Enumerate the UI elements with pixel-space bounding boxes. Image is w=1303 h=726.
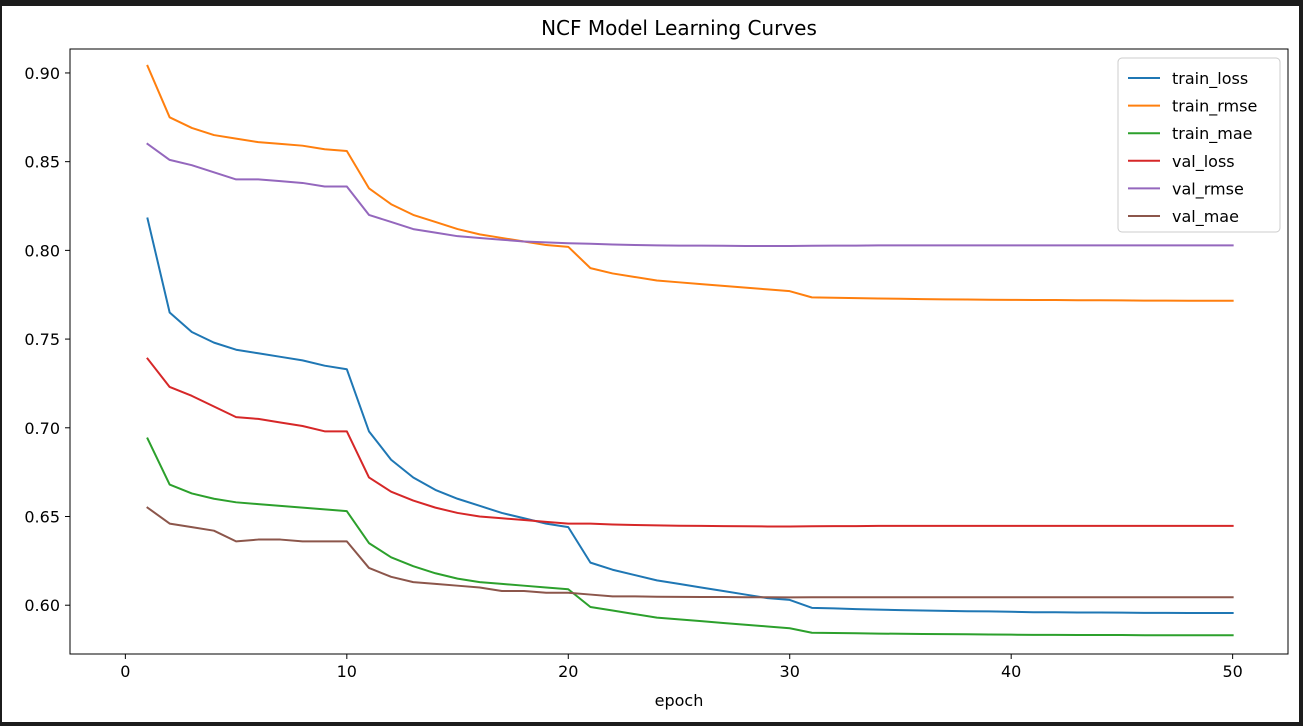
y-tick-label: 0.85 (24, 153, 60, 172)
x-tick-label: 50 (1222, 662, 1242, 681)
learning-curves-chart: NCF Model Learning Curves 0 10 20 30 40 50 0.… (24, 16, 1289, 710)
legend-label-train_loss: train_loss (1172, 69, 1248, 89)
series-line-train_rmse (146, 64, 1234, 302)
x-tick-label: 20 (558, 662, 578, 681)
y-tick-label: 0.75 (24, 330, 60, 349)
y-tick-label: 0.70 (24, 419, 60, 438)
y-tick-label: 0.60 (24, 596, 60, 615)
x-axis-label: epoch (655, 691, 704, 710)
figure-canvas: NCF Model Learning Curves 0 10 20 30 40 50 0.… (2, 6, 1299, 722)
y-tick-label: 0.90 (24, 64, 60, 83)
x-tick-label: 40 (1001, 662, 1021, 681)
legend-label-val_loss: val_loss (1172, 152, 1235, 172)
legend: train_loss train_rmse train_mae val_lossval… (1117, 57, 1281, 233)
series-line-val_mae (146, 506, 1234, 599)
series-line-val_rmse (146, 142, 1234, 247)
legend-label-val_mae: val_mae (1172, 207, 1239, 227)
x-tick-label: 0 (120, 662, 130, 681)
x-tick-label: 30 (780, 662, 800, 681)
plot-area-frame (69, 48, 1289, 655)
y-tick-label: 0.80 (24, 241, 60, 260)
series-line-train_loss (146, 217, 1234, 615)
series-line-train_mae (146, 437, 1234, 637)
legend-label-train_rmse: train_rmse (1172, 97, 1257, 117)
series-layer (146, 64, 1234, 637)
y-axis-ticks: 0.60 0.65 0.70 0.75 0.80 0.85 0.90 (24, 64, 70, 615)
series-line-val_loss (146, 357, 1234, 528)
y-tick-label: 0.65 (24, 508, 60, 527)
x-axis-ticks: 0 10 20 30 40 50 (120, 654, 1243, 681)
legend-label-val_rmse: val_rmse (1172, 179, 1244, 199)
legend-label-train_mae: train_mae (1172, 124, 1252, 144)
chart-title: NCF Model Learning Curves (541, 16, 817, 40)
x-tick-label: 10 (337, 662, 357, 681)
